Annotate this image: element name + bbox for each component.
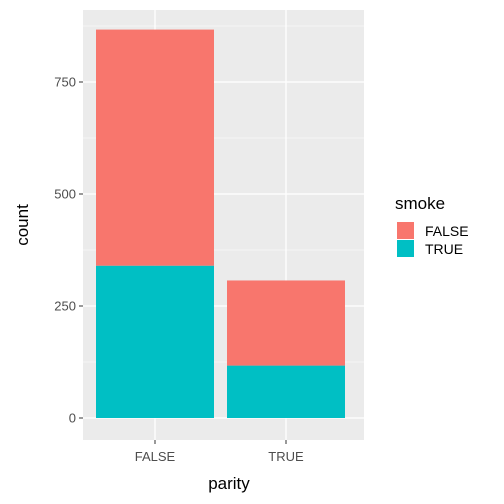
legend-key-false [397,222,414,239]
legend-title: smoke [395,194,445,213]
y-axis: 0 250 500 750 [54,75,83,426]
y-tick-label: 0 [69,411,76,426]
legend-label: FALSE [425,223,469,239]
bar-false-smoke-false [96,29,214,266]
bar-false-smoke-true [96,265,214,418]
legend: smoke FALSE TRUE [395,194,469,257]
y-tick-label: 750 [54,75,76,90]
legend-label: TRUE [425,241,463,257]
bars [96,29,345,418]
y-axis-title: count [13,204,32,246]
legend-key-true [397,240,414,257]
y-tick-label: 250 [54,299,76,314]
x-tick-label: FALSE [135,449,176,464]
x-tick-label: TRUE [268,449,304,464]
y-tick-label: 500 [54,187,76,202]
x-axis: FALSE TRUE [135,440,304,464]
bar-true-smoke-false [227,280,345,366]
x-axis-title: parity [208,474,250,493]
bar-true-smoke-true [227,365,345,418]
